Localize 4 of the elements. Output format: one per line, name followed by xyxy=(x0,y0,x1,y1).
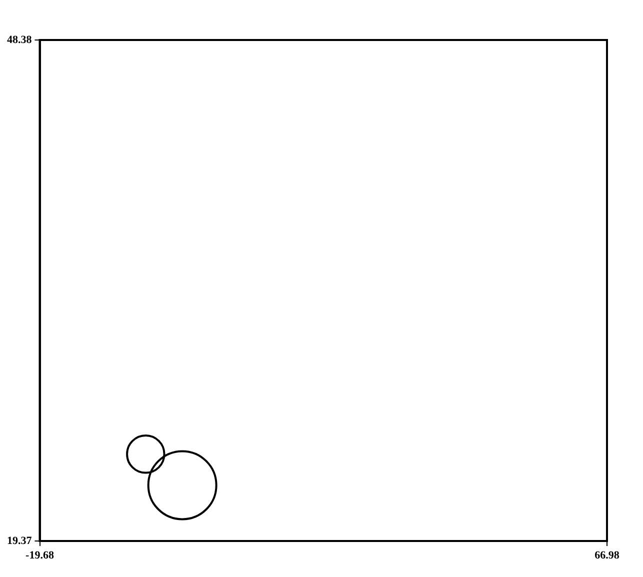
x-tick-label: 66.98 xyxy=(594,549,620,562)
y-tick-label: 48.38 xyxy=(7,34,32,46)
x-tick-label: -19.68 xyxy=(26,549,54,562)
y-tick-label: 19.37 xyxy=(7,534,32,547)
